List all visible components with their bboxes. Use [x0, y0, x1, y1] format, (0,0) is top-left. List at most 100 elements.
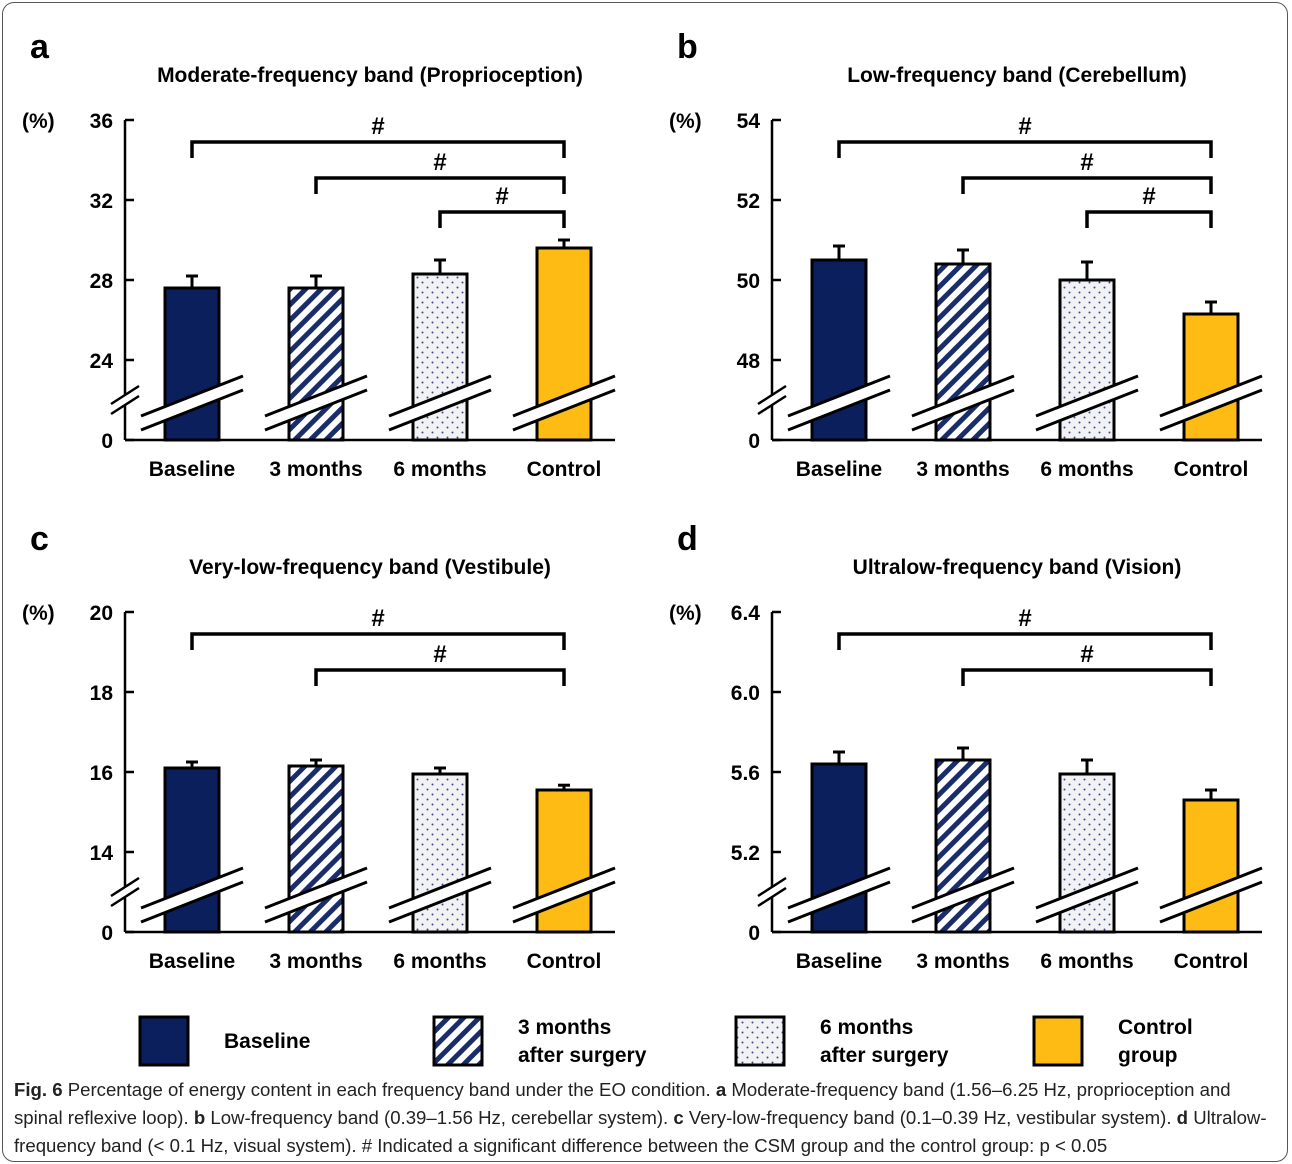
category-label: Control	[527, 458, 602, 481]
significance-bracket	[961, 176, 1213, 194]
bar-break-gap	[788, 868, 890, 922]
chart-panel-b: b Low-frequency band (Cerebellum) (%) 54 52 5…	[669, 28, 1263, 481]
bar-break-line	[1035, 374, 1139, 418]
significance-marker: #	[1018, 113, 1031, 140]
significance-marker: #	[1018, 605, 1031, 632]
figure-canvas: a Moderate-frequency band (Proprioception…	[22, 28, 1263, 1067]
category-label: 6 months	[1040, 458, 1133, 481]
y-tick-label: 50	[737, 270, 760, 293]
bar-break-line	[1035, 880, 1139, 924]
legend-swatch-control	[1032, 1015, 1084, 1067]
chart-title: Ultralow-frequency band (Vision)	[853, 556, 1182, 579]
figure-caption: Fig. 6 Percentage of energy content in e…	[14, 1076, 1278, 1160]
bar-break-line	[264, 880, 368, 924]
bar-break-gap	[1036, 376, 1138, 430]
caption-a-label: a	[715, 1079, 727, 1100]
axis-break-mark	[110, 384, 140, 406]
legend-label: 3 months	[518, 1016, 611, 1039]
y-tick-label: 14	[90, 842, 114, 865]
chart-panel-c: c Very-low-frequency band (Vestibule) (%) 2…	[22, 520, 616, 973]
caption-fig-label: Fig. 6	[14, 1079, 63, 1100]
category-label: Control	[1174, 458, 1249, 481]
panel-letter: c	[30, 520, 49, 558]
bar-break-line	[787, 880, 891, 924]
bar-break-gap	[1160, 376, 1262, 430]
axis-break-mark	[110, 876, 140, 898]
bar-break-line	[787, 388, 891, 432]
legend-label: group	[1118, 1044, 1177, 1067]
y-tick-label: 24	[90, 350, 114, 373]
legend-swatch-baseline	[138, 1015, 190, 1067]
bar-break-gap	[912, 868, 1014, 922]
panel-letter: d	[677, 520, 698, 558]
bar-break-line	[140, 388, 244, 432]
y-tick-label: 6.4	[731, 602, 761, 625]
bar-break-gap	[513, 868, 615, 922]
significance-bracket	[190, 140, 566, 158]
category-label: Baseline	[796, 458, 882, 481]
legend-swatch-six-months	[734, 1015, 786, 1067]
bar-break-line	[512, 880, 616, 924]
y-tick-label: 48	[737, 350, 761, 373]
significance-bracket	[438, 210, 566, 228]
axis-break-mark	[110, 394, 140, 416]
bar-break-gap	[912, 376, 1014, 430]
bar-break-line	[512, 866, 616, 910]
axis-break-mark	[757, 886, 787, 908]
significance-marker: #	[1142, 183, 1155, 210]
axis-break-mark	[757, 384, 787, 406]
y-axis-label: (%)	[22, 110, 55, 133]
legend-label: after surgery	[820, 1044, 949, 1067]
y-tick-label: 5.6	[731, 762, 760, 785]
caption-b-label: b	[193, 1107, 206, 1128]
bar-break-line	[264, 374, 368, 418]
bar-break-line	[512, 388, 616, 432]
bar-break-line	[911, 374, 1015, 418]
bar-break-line	[1035, 866, 1139, 910]
bar-break-line	[140, 374, 244, 418]
bar-break-gap	[389, 868, 491, 922]
y-tick-label: 52	[737, 190, 760, 213]
y-tick-label: 6.0	[731, 682, 760, 705]
bar-break-line	[140, 880, 244, 924]
bar-break-line	[264, 866, 368, 910]
panel-letter: a	[30, 28, 50, 66]
bar-break-line	[1159, 374, 1263, 418]
category-label: 6 months	[1040, 950, 1133, 973]
y-tick-label: 18	[90, 682, 114, 705]
category-label: Control	[1174, 950, 1249, 973]
legend-label: 6 months	[820, 1016, 913, 1039]
category-label: 3 months	[916, 458, 1009, 481]
bar-break-line	[388, 388, 492, 432]
axis-break-mark	[757, 394, 787, 416]
bar-break-gap	[389, 376, 491, 430]
axis-break-gap	[111, 386, 139, 414]
bar-break-gap	[141, 376, 243, 430]
significance-marker: #	[495, 183, 508, 210]
caption-d-label: d	[1176, 1107, 1189, 1128]
caption-intro: Percentage of energy content in each fre…	[62, 1079, 716, 1100]
axis-break-gap	[758, 386, 786, 414]
category-label: 3 months	[269, 458, 362, 481]
y-tick-label: 32	[90, 190, 113, 213]
legend-label: Baseline	[224, 1030, 310, 1053]
chart-panel-a: a Moderate-frequency band (Proprioception…	[22, 28, 616, 481]
legend-label: after surgery	[518, 1044, 647, 1067]
significance-marker: #	[371, 605, 384, 632]
category-label: 6 months	[393, 458, 486, 481]
category-label: 3 months	[269, 950, 362, 973]
axis-break-gap	[758, 878, 786, 906]
bar-break-line	[911, 866, 1015, 910]
bar-break-line	[140, 866, 244, 910]
bar-break-gap	[265, 868, 367, 922]
y-tick-label: 0	[748, 430, 760, 453]
bar-break-line	[388, 374, 492, 418]
bar-break-gap	[513, 376, 615, 430]
bar-break-gap	[141, 868, 243, 922]
category-label: Control	[527, 950, 602, 973]
significance-bracket	[314, 668, 566, 686]
chart-panel-d: d Ultralow-frequency band (Vision) (%) 6.4 6…	[669, 520, 1263, 973]
y-tick-label: 20	[90, 602, 113, 625]
bar-break-line	[388, 866, 492, 910]
significance-marker: #	[433, 149, 446, 176]
